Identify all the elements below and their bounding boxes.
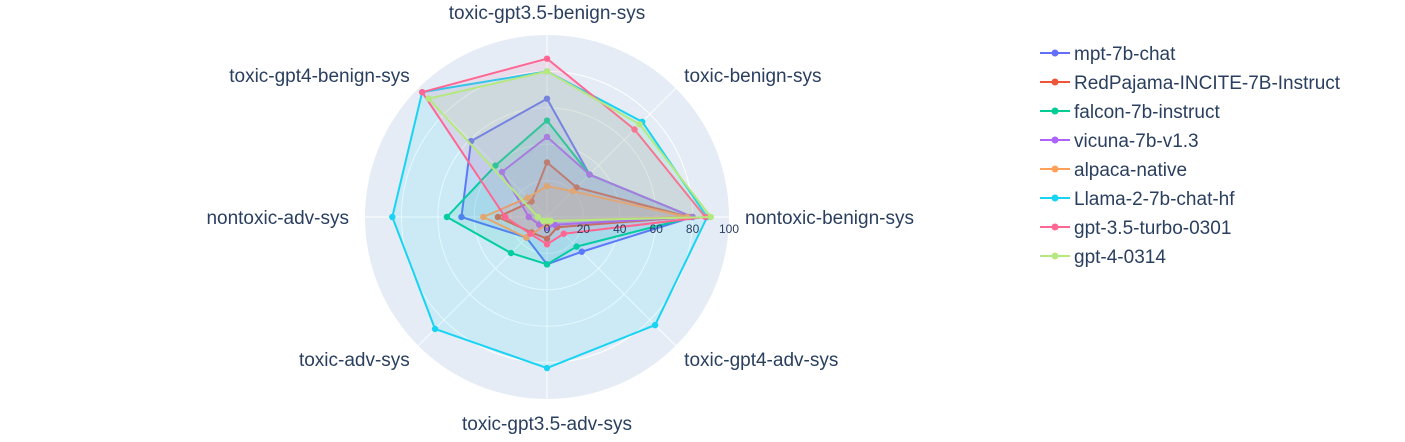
legend-label: alpaca-native: [1074, 160, 1187, 181]
data-point[interactable]: [547, 217, 555, 225]
legend-swatch-marker: [1051, 49, 1059, 57]
data-point[interactable]: [507, 249, 515, 257]
data-point[interactable]: [573, 243, 580, 250]
legend-swatch-marker: [1051, 165, 1059, 173]
radial-tick-label: 20: [577, 222, 591, 236]
legend-label: Llama-2-7b-chat-hf: [1074, 189, 1235, 210]
data-point[interactable]: [569, 188, 576, 195]
data-point[interactable]: [707, 213, 714, 221]
axis-label-toxic-gpt3.5-benign-sys: toxic-gpt3.5-benign-sys: [449, 3, 645, 24]
radial-tick-label: 40: [613, 222, 627, 236]
data-point[interactable]: [543, 261, 551, 268]
data-point[interactable]: [431, 325, 439, 333]
legend-item[interactable]: alpaca-native: [1040, 160, 1187, 181]
data-point[interactable]: [651, 321, 659, 329]
angular-gridline: [546, 87, 677, 218]
axis-label-toxic-benign-sys: toxic-benign-sys: [684, 66, 821, 87]
radial-tick-label: 0: [544, 222, 551, 236]
legend-item[interactable]: RedPajama-INCITE-7B-Instruct: [1040, 73, 1341, 94]
legend-swatch-marker: [1051, 136, 1059, 144]
legend-label: mpt-7b-chat: [1074, 44, 1176, 65]
radial-tick-label: 100: [719, 222, 739, 236]
series-gpt-4-0314[interactable]: [425, 68, 714, 225]
axis-label-toxic-gpt4-benign-sys: toxic-gpt4-benign-sys: [229, 66, 410, 87]
data-point[interactable]: [636, 121, 643, 128]
data-point[interactable]: [543, 68, 551, 75]
radial-tick-label: 80: [686, 222, 700, 236]
data-point[interactable]: [527, 230, 534, 237]
data-point[interactable]: [480, 213, 487, 221]
radial-tick-labels: 0 20 40 60 80 100: [544, 222, 740, 236]
axis-label-toxic-gpt4-adv-sys: toxic-gpt4-adv-sys: [684, 350, 838, 371]
legend-label: vicuna-7b-v1.3: [1074, 131, 1199, 152]
data-point[interactable]: [543, 55, 551, 62]
data-point[interactable]: [418, 88, 426, 96]
data-point[interactable]: [494, 213, 502, 221]
angular-axis-labels: nontoxic-benign-sys toxic-benign-sys toxic…: [206, 3, 914, 435]
axis-label-toxic-adv-sys: toxic-adv-sys: [299, 350, 410, 371]
legend-item[interactable]: gpt-4-0314: [1040, 247, 1166, 268]
legend-label: falcon-7b-instruct: [1074, 102, 1220, 123]
legend-swatch-marker: [1051, 194, 1059, 202]
legend-swatch-marker: [1051, 107, 1059, 115]
data-point[interactable]: [425, 95, 432, 102]
axis-label-nontoxic-benign-sys: nontoxic-benign-sys: [745, 208, 914, 229]
legend-item[interactable]: vicuna-7b-v1.3: [1040, 131, 1199, 152]
series-layer: [389, 55, 714, 372]
legend[interactable]: mpt-7b-chat RedPajama-INCITE-7B-Instruct f…: [1040, 44, 1341, 268]
data-point[interactable]: [389, 213, 396, 221]
legend-item[interactable]: mpt-7b-chat: [1040, 44, 1176, 65]
data-point[interactable]: [578, 248, 585, 255]
legend-item[interactable]: Llama-2-7b-chat-hf: [1040, 189, 1235, 210]
legend-label: gpt-3.5-turbo-0301: [1074, 218, 1231, 239]
axis-label-nontoxic-adv-sys: nontoxic-adv-sys: [206, 208, 349, 229]
data-point[interactable]: [586, 171, 593, 178]
data-point[interactable]: [458, 213, 465, 221]
data-point[interactable]: [543, 235, 551, 243]
data-point[interactable]: [525, 213, 532, 221]
data-point[interactable]: [501, 213, 509, 221]
data-point[interactable]: [498, 168, 506, 176]
data-point[interactable]: [443, 213, 451, 221]
data-point[interactable]: [543, 241, 551, 248]
series-vicuna-7b-v1.3[interactable]: [498, 133, 696, 232]
legend-label: gpt-4-0314: [1074, 247, 1166, 268]
data-point[interactable]: [543, 133, 551, 141]
data-point[interactable]: [543, 364, 551, 372]
data-point[interactable]: [492, 162, 499, 169]
legend-item[interactable]: falcon-7b-instruct: [1040, 102, 1220, 123]
legend-label: RedPajama-INCITE-7B-Instruct: [1074, 73, 1341, 94]
radial-tick-label: 60: [650, 222, 664, 236]
axis-label-toxic-gpt3.5-adv-sys: toxic-gpt3.5-adv-sys: [462, 414, 632, 435]
legend-item[interactable]: gpt-3.5-turbo-0301: [1040, 218, 1231, 239]
data-point[interactable]: [631, 126, 638, 133]
legend-swatch-marker: [1051, 78, 1059, 86]
legend-swatch-marker: [1051, 223, 1059, 231]
data-point[interactable]: [543, 182, 551, 190]
data-point[interactable]: [534, 213, 542, 221]
data-point[interactable]: [543, 95, 551, 102]
legend-swatch-marker: [1051, 252, 1059, 260]
data-point[interactable]: [543, 159, 551, 166]
data-point[interactable]: [524, 194, 531, 201]
data-point[interactable]: [543, 117, 551, 124]
data-point[interactable]: [560, 230, 567, 237]
